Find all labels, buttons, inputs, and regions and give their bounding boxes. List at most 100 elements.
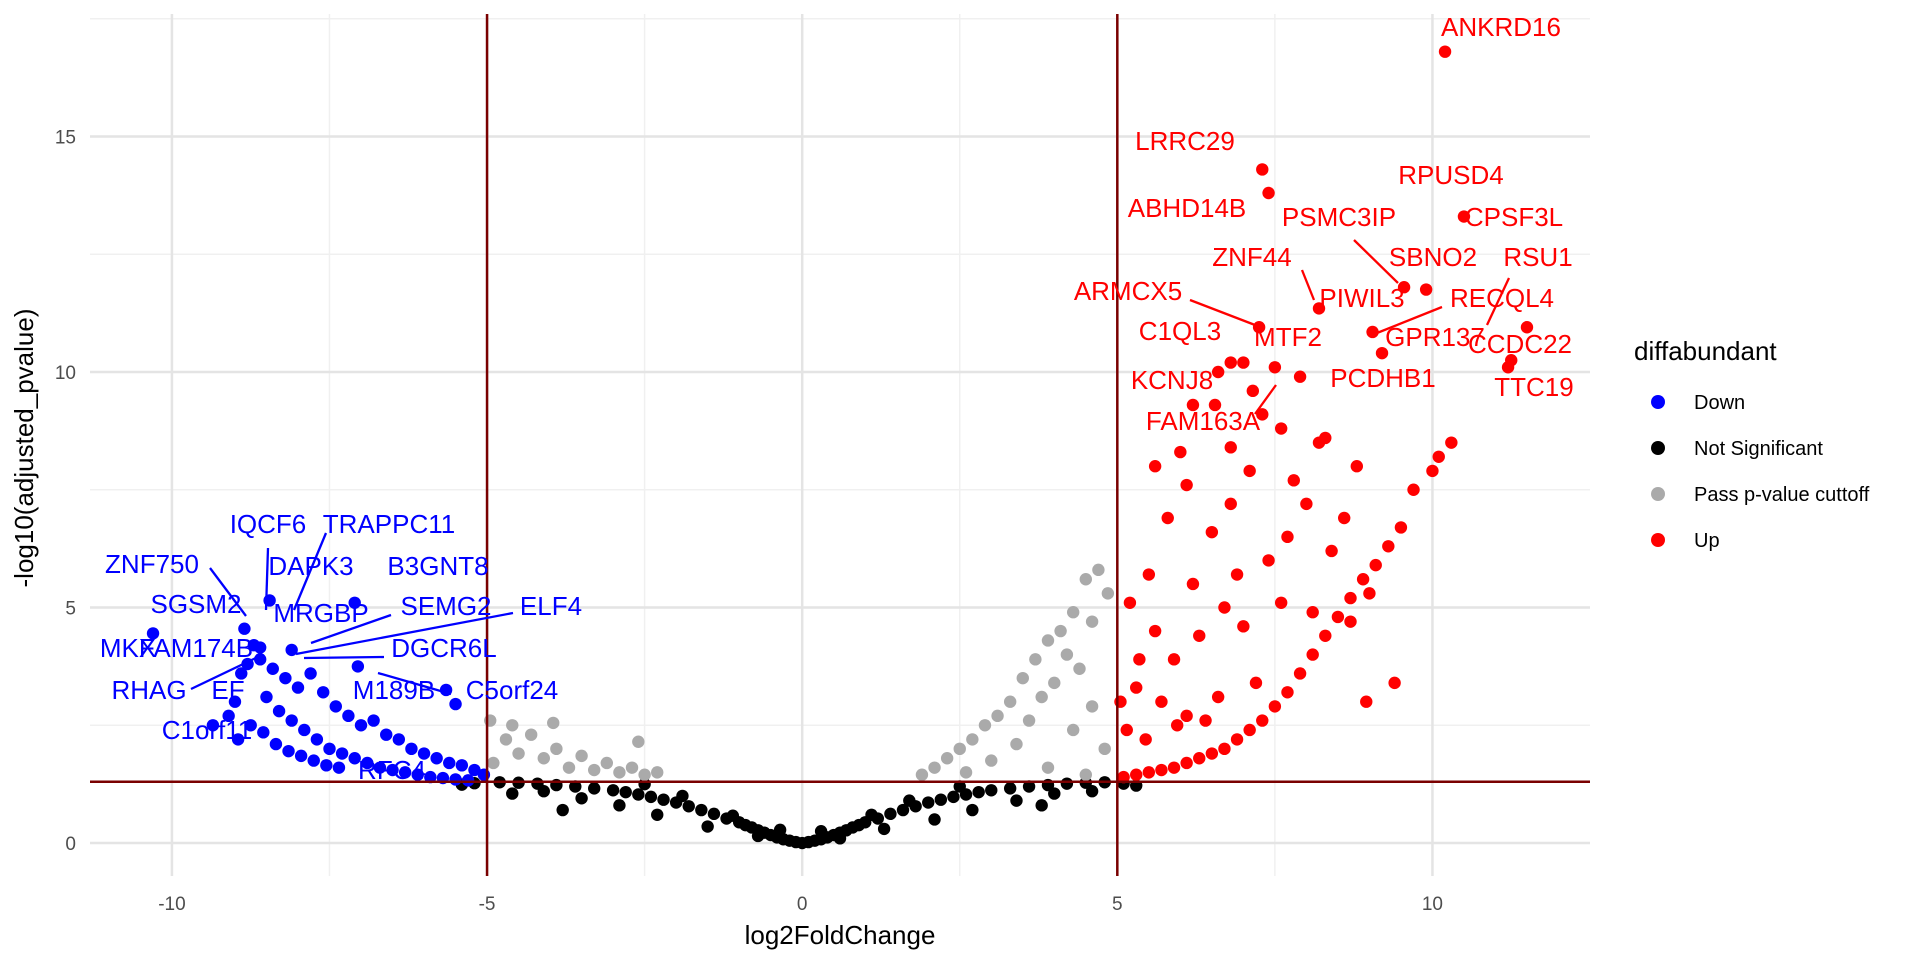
data-point [1432,450,1445,463]
legend-key [1651,487,1665,501]
gene-label: SGSM2 [150,589,241,619]
data-point [1218,601,1231,614]
data-point [600,756,614,770]
gene-label: SBNO2 [1389,242,1477,272]
data-point [329,700,342,713]
data-point [244,719,257,732]
gene-label: FAM174B [139,633,253,663]
data-point [386,763,399,777]
data-point [657,793,670,806]
data-point [1218,742,1231,756]
gene-label-leader-line [1254,384,1277,415]
data-point [1142,766,1156,779]
data-point [1060,777,1074,790]
data-point [773,823,787,837]
data-point [915,768,929,781]
data-point [1350,459,1364,473]
data-point [1407,483,1420,496]
data-point [1029,653,1042,666]
gene-label: ANKRD16 [1441,12,1561,42]
data-point [285,714,298,727]
gene-label: SEMG2 [400,591,491,621]
data-point [291,681,305,694]
data-point [619,785,632,799]
data-point [449,697,462,711]
data-point [575,749,588,763]
data-point [380,728,393,741]
data-point [1022,780,1036,793]
gene-label-leader-line [310,613,392,645]
data-point [285,643,298,657]
legend-label: Not Significant [1694,438,1823,460]
data-point [1180,709,1193,723]
data-point [1085,615,1099,628]
x-tick-label: 5 [1112,894,1123,915]
series-up [1114,45,1534,784]
data-point [316,686,330,699]
data-point [1211,690,1225,704]
data-point [701,820,714,833]
legend-label: Down [1694,392,1745,414]
data-point [1101,587,1115,600]
data-point [1293,370,1307,383]
gene-label: ZNF44 [1212,242,1291,272]
data-point [1293,667,1307,680]
data-point [1394,521,1408,534]
data-point [348,752,361,765]
series-pass-p-value-cuttoff [484,563,1115,781]
data-point [1142,568,1156,581]
data-point [1199,714,1212,727]
data-point [443,756,456,770]
data-point [1180,756,1193,770]
data-point [398,766,412,779]
data-point [1230,568,1244,581]
data-point [966,733,979,746]
gene-label: RSU1 [1503,242,1572,272]
data-point [1054,624,1067,638]
gene-label-leader-line [295,611,514,656]
data-point [1167,761,1181,774]
data-point [1256,163,1269,176]
gene-label: TTC19 [1494,372,1573,402]
data-point [1366,325,1379,339]
data-point [405,742,418,756]
gene-label: B3GNT8 [387,551,488,581]
data-point [1085,785,1099,798]
data-point [1174,445,1187,459]
gene-label: CCDC22 [1468,329,1572,359]
data-point [884,807,897,821]
data-point [468,763,481,777]
data-point [1344,615,1357,628]
gene-label: DGCR6L [391,633,496,663]
data-point [751,829,765,843]
data-point [638,768,651,781]
data-point [257,726,270,739]
data-point [424,770,437,784]
legend-key-glyph: a [1654,441,1662,457]
data-point [985,754,998,767]
data-point [1120,723,1133,737]
data-point [238,622,251,635]
data-point [1211,365,1225,379]
y-axis-title: -log10(adjusted_pvalue) [9,309,39,588]
data-point [1155,695,1168,708]
data-point [1356,573,1370,586]
gene-label: DAPK3 [268,551,353,581]
data-point [228,695,242,708]
data-point [928,813,941,826]
data-point [1130,768,1143,781]
data-point [1520,321,1534,334]
gene-label: M189B [353,675,435,705]
data-point [146,627,160,640]
x-tick-label: -5 [479,894,496,915]
data-point [588,782,601,795]
data-point [449,773,462,786]
data-point [307,754,320,767]
data-point [1041,634,1055,647]
data-point [903,794,916,807]
data-point [1382,540,1395,553]
legend-title: diffabundant [1634,336,1777,366]
data-point [537,752,550,765]
data-point [206,719,220,732]
data-point [1325,544,1338,558]
